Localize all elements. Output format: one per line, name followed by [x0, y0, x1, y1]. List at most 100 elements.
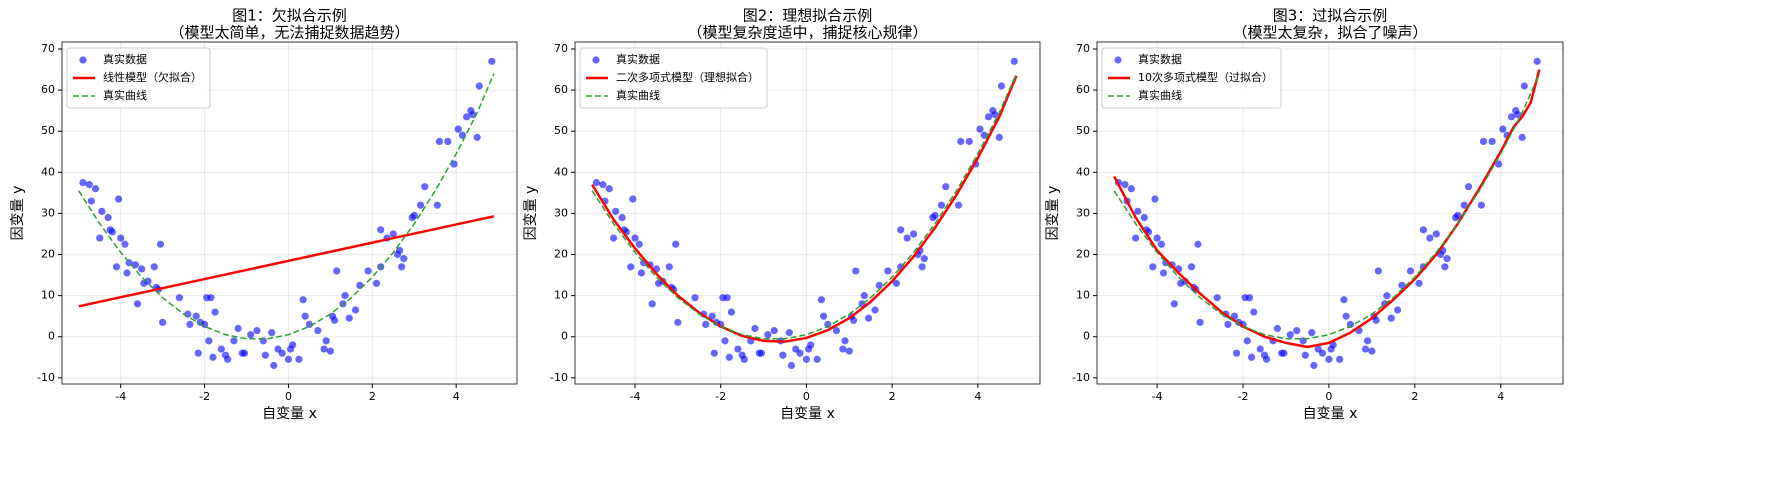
- legend: 真实数据 10次多项式模型（过拟合） 真实曲线: [1101, 47, 1282, 109]
- y-tick-label: 40: [554, 165, 568, 178]
- data-point: [1134, 207, 1142, 215]
- x-tick-label: 0: [1325, 390, 1332, 403]
- data-point: [1464, 183, 1473, 191]
- data-point: [372, 279, 381, 287]
- data-point: [1419, 226, 1428, 234]
- data-point: [322, 337, 330, 345]
- x-axis-label: 自变量 x: [262, 406, 317, 422]
- data-point: [1477, 201, 1485, 209]
- data-point: [261, 351, 269, 359]
- data-point: [1499, 125, 1507, 133]
- data-point: [875, 281, 883, 289]
- legend-label: 真实数据: [616, 52, 660, 66]
- data-point: [1325, 355, 1333, 363]
- data-point: [1514, 111, 1522, 119]
- data-point: [723, 294, 731, 302]
- data-point: [918, 263, 926, 271]
- data-point: [618, 213, 626, 222]
- x-tick-label: 4: [1497, 390, 1504, 403]
- data-point: [435, 137, 444, 146]
- data-point: [1243, 337, 1251, 345]
- data-point: [734, 345, 742, 353]
- data-point: [1280, 349, 1288, 357]
- data-point: [1368, 347, 1376, 355]
- data-point: [488, 57, 496, 65]
- data-point: [1394, 306, 1402, 314]
- data-point: [839, 345, 847, 353]
- data-point: [211, 308, 219, 316]
- data-point: [345, 314, 353, 322]
- data-point: [217, 345, 225, 353]
- data-point: [87, 197, 95, 205]
- data-point: [708, 312, 716, 320]
- reference-curve: [591, 73, 1018, 340]
- data-point: [931, 211, 939, 220]
- data-point: [247, 331, 255, 339]
- data-point: [864, 314, 873, 322]
- data-point: [674, 318, 682, 326]
- data-point: [207, 294, 215, 302]
- data-point: [884, 267, 892, 275]
- data-point: [957, 137, 965, 146]
- data-point: [1318, 349, 1327, 357]
- data-point: [629, 195, 637, 203]
- data-point: [592, 178, 601, 187]
- y-axis-label: 因变量 y: [1045, 186, 1061, 241]
- reference-curve: [1113, 73, 1541, 340]
- y-tick-label: 60: [1076, 83, 1090, 96]
- chart-title: 图1：欠拟合示例: [232, 7, 347, 25]
- data-point: [796, 349, 804, 357]
- data-point: [770, 326, 778, 335]
- data-point: [1374, 267, 1382, 275]
- x-tick-label: 2: [369, 390, 376, 403]
- data-point: [1170, 300, 1178, 308]
- data-point: [1286, 331, 1294, 339]
- data-point: [1245, 294, 1254, 302]
- data-point: [194, 349, 202, 357]
- data-point: [98, 207, 106, 215]
- data-point: [234, 324, 242, 333]
- y-tick-label: -10: [550, 371, 568, 384]
- data-point: [1310, 361, 1318, 370]
- y-tick-label: 70: [554, 42, 568, 55]
- x-tick-label: 0: [803, 390, 810, 403]
- y-tick-label: 60: [554, 83, 568, 96]
- data-point: [1398, 281, 1406, 289]
- data-point: [849, 316, 858, 324]
- y-tick-label: 40: [1076, 165, 1090, 178]
- data-point: [1187, 263, 1196, 271]
- data-point: [1329, 341, 1337, 349]
- data-point: [648, 300, 656, 308]
- y-axis-label: 因变量 y: [523, 186, 539, 241]
- data-point: [450, 160, 458, 168]
- x-tick-label: -4: [630, 390, 641, 403]
- data-point: [433, 201, 441, 209]
- data-point: [942, 183, 950, 191]
- x-tick-label: -4: [1152, 390, 1163, 403]
- y-tick-label: 70: [41, 42, 55, 55]
- data-point: [341, 292, 349, 300]
- legend-box: [1101, 47, 1282, 109]
- data-point: [1454, 211, 1462, 220]
- data-point: [832, 326, 841, 335]
- y-tick-label: 10: [1076, 289, 1090, 302]
- x-tick-label: -2: [1238, 390, 1249, 403]
- legend-label: 真实数据: [1138, 52, 1182, 66]
- data-point: [104, 213, 112, 222]
- y-tick-label: 20: [1076, 248, 1090, 261]
- subplot: 图3：过拟合示例（模型太复杂，拟合了噪声） 自变量 x 因变量 y -4 -2 0 2 4 -1…: [1045, 7, 1564, 422]
- data-point: [954, 201, 963, 209]
- y-tick-label: 30: [41, 206, 55, 219]
- data-point: [91, 185, 100, 193]
- data-point: [416, 201, 425, 209]
- data-point: [976, 125, 984, 133]
- data-point: [240, 349, 249, 357]
- data-point: [117, 234, 125, 242]
- data-point: [289, 341, 297, 349]
- x-tick-label: 4: [974, 390, 981, 403]
- data-point: [351, 306, 360, 314]
- data-point: [1387, 314, 1395, 322]
- y-tick-label: 0: [1083, 330, 1090, 343]
- data-point: [691, 294, 699, 302]
